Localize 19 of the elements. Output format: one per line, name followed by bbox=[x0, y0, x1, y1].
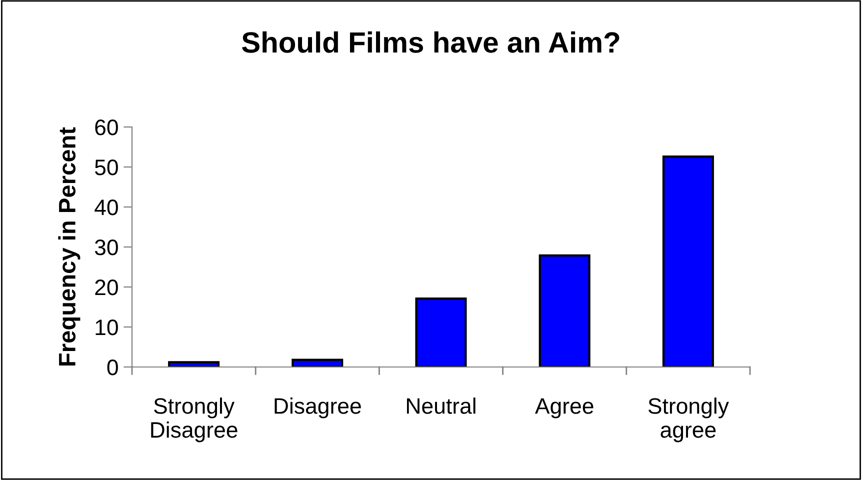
chart-title: Should Films have an Aim? bbox=[242, 31, 620, 53]
bar bbox=[415, 298, 467, 367]
bar bbox=[168, 361, 220, 367]
y-tick-label: 60 bbox=[95, 120, 118, 136]
y-axis-title: Frequency in Percent bbox=[58, 127, 80, 366]
y-tick-label: 40 bbox=[94, 200, 118, 216]
y-tick-label: 10 bbox=[96, 320, 118, 336]
x-tick-label: Disagree bbox=[274, 398, 361, 418]
x-tick-label: Strongly Disagree bbox=[151, 398, 238, 442]
x-tick-label: Neutral bbox=[407, 398, 476, 414]
y-tick-label: 0 bbox=[107, 360, 118, 376]
bar bbox=[662, 156, 714, 367]
y-tick-label: 50 bbox=[94, 160, 118, 176]
x-tick-label: Agree bbox=[535, 398, 594, 418]
bar bbox=[538, 254, 590, 367]
x-tick-label: Strongly agree bbox=[648, 398, 729, 442]
y-tick-label: 20 bbox=[95, 280, 118, 296]
y-tick-label: 30 bbox=[94, 240, 118, 256]
bar bbox=[292, 358, 344, 367]
